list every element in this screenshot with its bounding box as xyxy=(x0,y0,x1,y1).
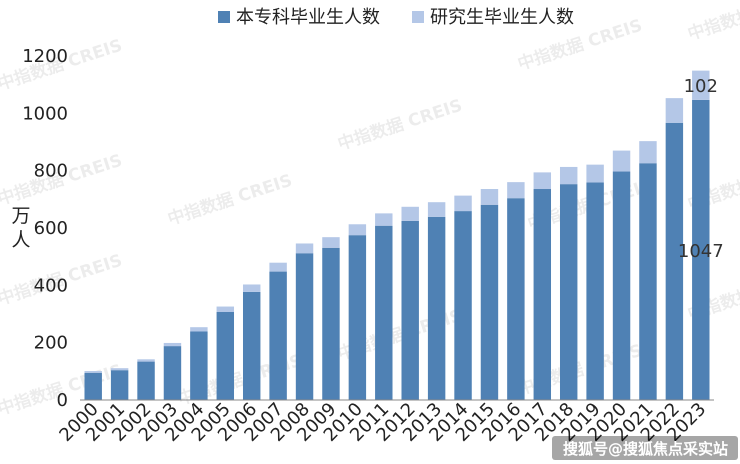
bar-2012-s1 xyxy=(401,206,419,221)
bar-2017-s0 xyxy=(533,189,552,400)
bar-2022-s1 xyxy=(665,98,684,123)
bar-2003-s0 xyxy=(163,346,182,400)
bar-2002-s0 xyxy=(137,361,155,400)
bar-2009-s0 xyxy=(322,247,340,400)
data-label-2023-undergrad: 1047 xyxy=(678,241,724,262)
bar-2013-s1 xyxy=(427,202,446,217)
watermark-3: 中指数据 CREIS xyxy=(165,170,295,230)
footer-watermark-text: 搜狐号@搜狐焦点采实站 xyxy=(563,440,728,458)
bars xyxy=(84,70,710,401)
bar-2007-s1 xyxy=(269,262,287,272)
bar-2004-s0 xyxy=(190,331,208,400)
bar-2011-s1 xyxy=(375,213,393,226)
bar-2006-s1 xyxy=(242,284,261,292)
y-tick-label-4: 800 xyxy=(34,161,68,182)
bar-2008-s1 xyxy=(295,243,314,254)
bar-2004-s1 xyxy=(190,327,208,332)
y-tick-label-5: 1000 xyxy=(22,103,68,124)
bar-2014-s0 xyxy=(454,211,472,400)
y-tick-label-6: 1200 xyxy=(22,46,68,67)
legend-swatch-1 xyxy=(412,11,424,23)
bar-2005-s0 xyxy=(216,311,235,400)
bar-2001-s1 xyxy=(110,368,129,371)
bar-2019-s0 xyxy=(586,182,604,400)
y-tick-label-1: 200 xyxy=(34,333,68,354)
bar-2022-s0 xyxy=(665,122,684,400)
bar-2018-s1 xyxy=(559,166,578,185)
watermark-1: 中指数据 CREIS xyxy=(685,0,740,45)
bar-2017-s1 xyxy=(533,172,552,190)
bar-2010-s1 xyxy=(348,224,367,236)
annotations: 102 1047 xyxy=(678,76,724,262)
bar-2007-s0 xyxy=(269,271,287,400)
footer-watermark: 搜狐号@搜狐焦点采实站 xyxy=(552,436,738,460)
bar-2020-s1 xyxy=(612,150,631,172)
bar-2019-s1 xyxy=(586,164,604,183)
bar-2021-s1 xyxy=(639,141,657,164)
bar-2012-s0 xyxy=(401,220,419,400)
bar-2016-s1 xyxy=(507,182,525,199)
bar-2010-s0 xyxy=(348,235,367,400)
bar-2015-s1 xyxy=(480,189,499,205)
watermark-2: 中指数据 CREIS xyxy=(335,95,465,155)
legend-swatch-0 xyxy=(218,11,230,23)
bar-2006-s0 xyxy=(242,291,261,400)
bar-2016-s0 xyxy=(507,198,525,400)
bar-2013-s0 xyxy=(427,216,446,400)
legend-label-0: 本专科毕业生人数 xyxy=(236,7,380,28)
bar-2003-s1 xyxy=(163,342,182,347)
y-tick-label-2: 400 xyxy=(34,275,68,296)
bar-2014-s1 xyxy=(454,195,472,212)
bar-2021-s0 xyxy=(639,163,657,400)
bar-2009-s1 xyxy=(322,237,340,248)
legend: 本专科毕业生人数 研究生毕业生人数 xyxy=(218,7,574,28)
y-axis: 0 200 400 600 800 1000 1200 xyxy=(22,46,68,411)
bar-2023-s1 xyxy=(692,70,710,100)
y-tick-label-3: 600 xyxy=(34,218,68,239)
bar-2018-s0 xyxy=(559,184,578,400)
bar-2015-s0 xyxy=(480,204,499,400)
bar-2000-s0 xyxy=(84,372,102,400)
bar-2002-s1 xyxy=(137,359,155,362)
bar-2000-s1 xyxy=(84,371,102,373)
bar-2023-s0 xyxy=(692,99,710,401)
bar-2001-s0 xyxy=(110,370,129,400)
footer-watermark-bg xyxy=(552,436,738,460)
bar-2008-s0 xyxy=(295,253,314,400)
bar-2020-s0 xyxy=(612,171,631,400)
data-label-2023-graduate: 102 xyxy=(684,76,718,97)
bar-2005-s1 xyxy=(216,306,235,312)
y-axis-label: 万人 xyxy=(11,205,30,251)
bar-2011-s0 xyxy=(375,225,393,400)
y-tick-label-0: 0 xyxy=(57,390,68,411)
legend-label-1: 研究生毕业生人数 xyxy=(430,7,574,28)
